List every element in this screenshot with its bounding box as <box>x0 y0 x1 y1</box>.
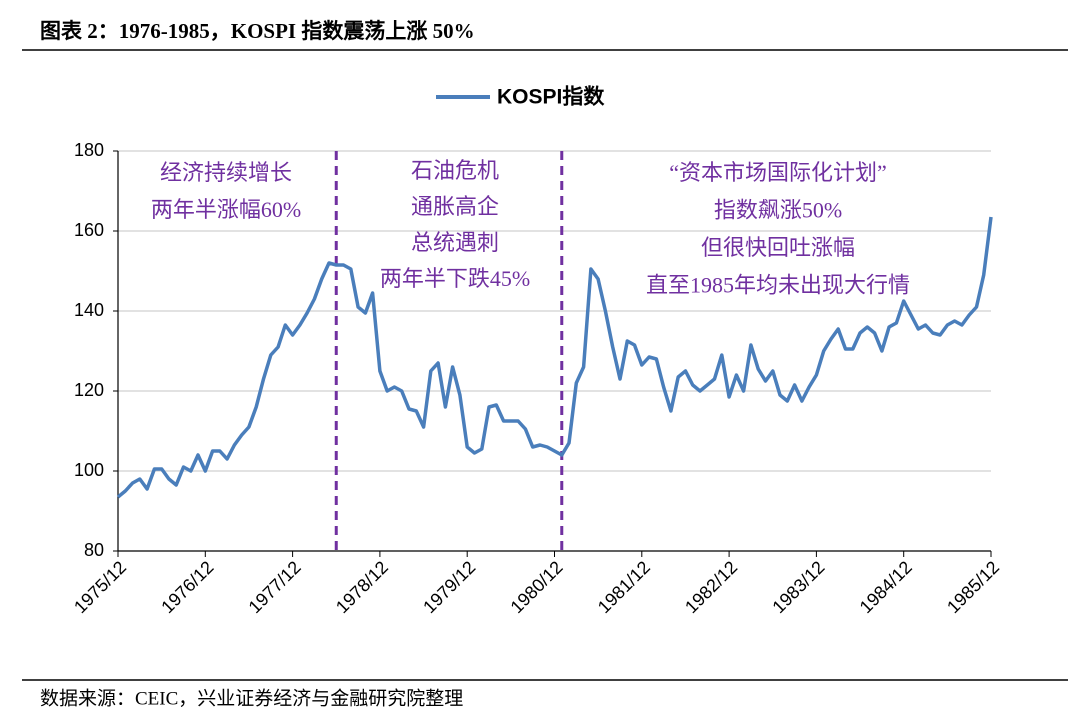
y-tick-label: 80 <box>84 540 104 560</box>
y-tick-label: 140 <box>74 300 104 320</box>
x-tick-label: 1982/12 <box>681 557 741 617</box>
chart-title: 图表 2：1976-1985，KOSPI 指数震荡上涨 50% <box>40 19 475 43</box>
x-tick-label: 1984/12 <box>856 557 916 617</box>
annotation: 石油危机 <box>411 158 499 183</box>
source: 数据来源：CEIC，兴业证券经济与金融研究院整理 <box>40 687 463 709</box>
annotation: 两年半下跌45% <box>380 266 530 291</box>
y-tick-label: 120 <box>74 380 104 400</box>
y-tick-label: 180 <box>74 140 104 160</box>
x-tick-label: 1975/12 <box>70 557 130 617</box>
x-tick-label: 1983/12 <box>768 557 828 617</box>
y-tick-label: 160 <box>74 220 104 240</box>
annotation: 直至1985年均未出现大行情 <box>646 273 910 298</box>
annotation: 指数飙涨50% <box>714 198 842 223</box>
annotation: 总统遇刺 <box>411 230 499 255</box>
annotation: 但很快回吐涨幅 <box>701 235 855 260</box>
annotation: “资本市场国际化计划” <box>669 160 887 185</box>
x-tick-label: 1981/12 <box>594 557 654 617</box>
series-line <box>116 216 993 499</box>
x-tick-label: 1980/12 <box>507 557 567 617</box>
legend-label: KOSPI指数 <box>497 86 605 109</box>
x-tick-label: 1985/12 <box>943 557 1003 617</box>
x-tick-label: 1976/12 <box>157 557 217 617</box>
y-tick-label: 100 <box>74 460 104 480</box>
annotation: 经济持续增长 <box>160 160 292 185</box>
annotation: 通胀高企 <box>411 194 499 219</box>
x-tick-label: 1977/12 <box>245 557 305 617</box>
x-tick-label: 1979/12 <box>419 557 479 617</box>
annotation: 两年半涨幅60% <box>151 197 301 222</box>
x-tick-label: 1978/12 <box>332 557 392 617</box>
